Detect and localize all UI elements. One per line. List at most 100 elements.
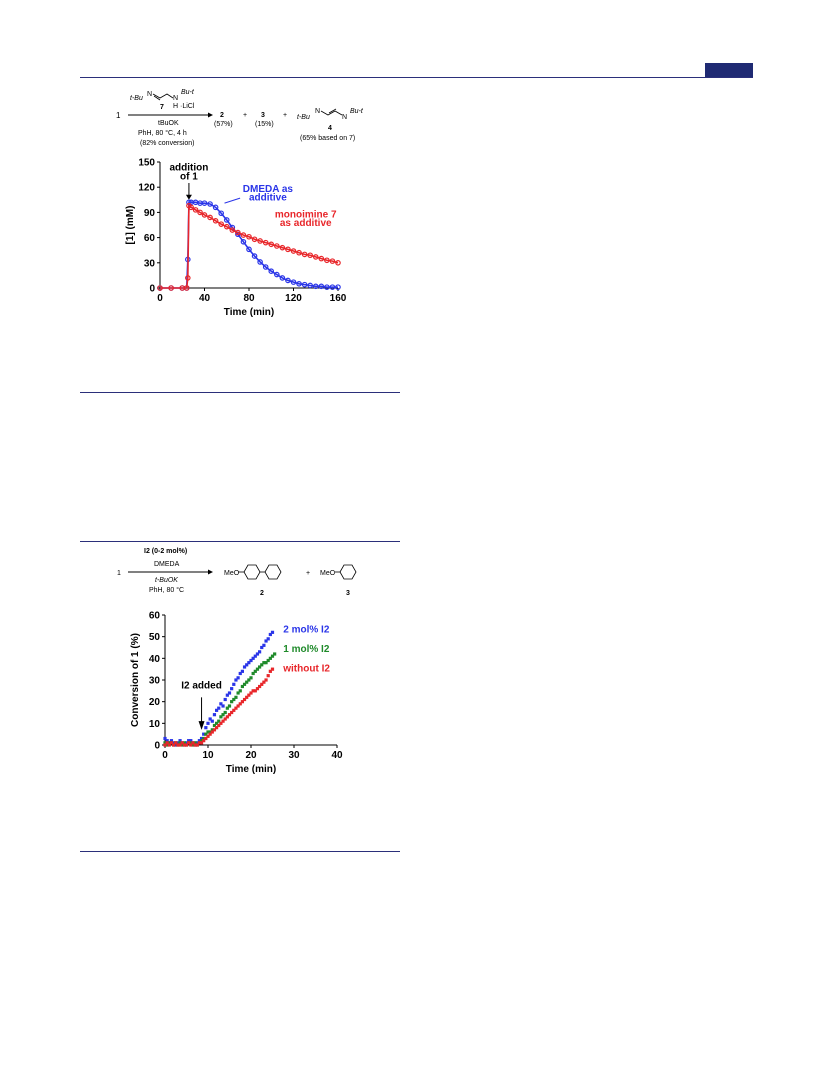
data-point [204,736,208,741]
label-dmeda-line2: additive [249,193,287,204]
scheme1-product3-yield: (65% based on 7) [300,135,355,142]
data-point [219,721,223,725]
data-point [188,204,194,211]
data-point [186,199,192,206]
y-tick-label: 30 [149,676,161,687]
scheme1-base: tBuOK [158,120,179,127]
y-tick-label: 60 [144,233,156,244]
data-point [290,248,297,254]
data-point [262,680,266,684]
data-point [255,667,260,671]
annotation-addition-line2: of 1 [180,172,198,183]
data-point [168,285,174,291]
data-point [227,704,232,708]
data-point [219,702,223,706]
data-point [163,736,167,741]
data-point [197,739,201,743]
data-point [217,723,221,728]
data-point [245,680,249,684]
data-point [182,743,186,747]
data-point [230,710,234,715]
y-tick-label: 60 [149,611,161,622]
data-point [178,739,182,743]
data-point [242,682,247,686]
data-point [238,702,242,706]
scheme2-ligand: DMEDA [154,561,180,568]
data-point [268,656,272,660]
data-point [251,236,258,243]
data-point [206,734,210,738]
data-point [189,739,193,743]
y-tick-label: 0 [154,741,160,752]
data-point [268,241,275,248]
data-point [249,658,253,663]
annotation-addition-line1: addition [169,162,208,173]
data-point [264,639,268,643]
data-point [324,257,330,264]
data-point [195,741,199,745]
data-point [184,743,189,747]
annotation-arrowhead [198,721,205,730]
data-point [257,238,263,244]
data-point [251,671,255,676]
scheme1-reagent-n2: N [173,95,178,102]
data-point [191,743,195,747]
scheme1-product3-tbu-right: Bu-t [350,108,364,115]
series-line [160,204,339,289]
scheme1-reagent-n1: N [147,91,152,98]
data-point [324,284,330,290]
data-point [245,663,249,667]
scheme1-reagent-tbu-left: t-Bu [130,95,143,102]
data-point [189,743,193,747]
data-point [247,678,251,682]
data-point [187,741,191,745]
data-point [260,645,264,650]
scheme1-reagent-number: 7 [160,104,164,111]
data-point [301,281,308,288]
data-point [197,741,201,745]
data-point [215,726,219,730]
data-point [207,201,213,207]
data-point [236,676,240,680]
data-point [307,252,313,259]
data-point [245,695,249,699]
data-point [212,218,219,224]
data-point [236,704,240,708]
scheme1-reagent-h: H [173,103,178,110]
label-dmeda-line1: DMEDA as [243,184,294,195]
data-point [230,700,234,704]
data-point [218,210,224,217]
label-1mol: 1 mol% I2 [283,644,330,655]
data-point [279,275,286,281]
scheme1-product3-n2: N [342,114,347,121]
data-point [329,284,336,290]
data-point [210,719,214,723]
annotation-arrowhead [185,194,192,200]
data-point [268,632,272,637]
y-tick-label: 150 [138,158,155,169]
data-point [165,739,169,743]
data-point [165,741,169,745]
section-rule-1 [80,392,400,393]
scheme2-arrowhead [208,569,213,575]
scheme2-biphenyl-structure [238,564,282,580]
scheme1-product3-bonds [320,110,343,116]
x-tick-label: 80 [243,293,255,304]
data-point [262,239,269,246]
scheme1-substrate: 1 [116,111,121,120]
data-point [329,258,336,264]
data-point [240,239,247,245]
y-tick-label: 120 [138,183,155,194]
scheme2-product2-meo: MeO [320,570,336,577]
data-point [193,741,197,745]
data-point [247,661,251,665]
data-point [223,217,230,223]
data-point [221,713,225,717]
label-2mol: 2 mol% I2 [283,624,330,635]
scheme1-product2: 3 [261,112,265,119]
data-point [201,212,208,218]
data-point [234,678,238,682]
data-point [240,669,244,673]
data-point [206,721,210,725]
x-tick-label: 40 [199,293,211,304]
